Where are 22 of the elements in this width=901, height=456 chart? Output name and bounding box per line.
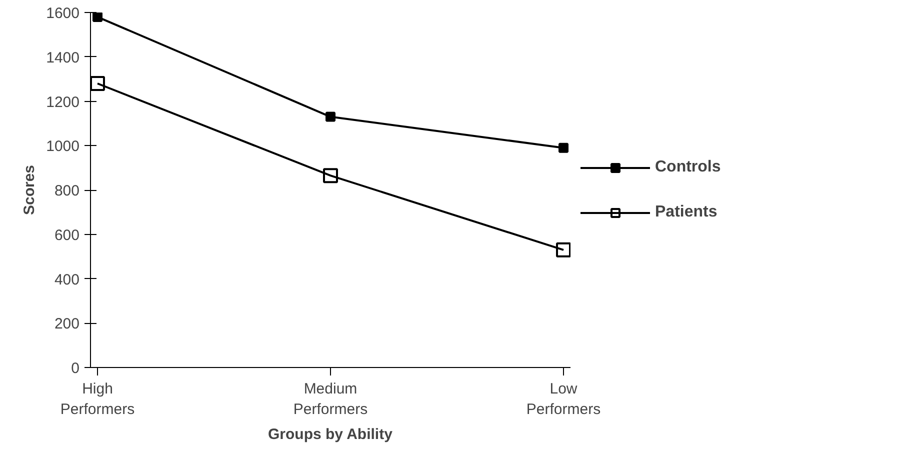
y-tick-label: 1400: [46, 49, 80, 66]
point: [323, 168, 338, 184]
y-axis-title: Scores: [21, 164, 38, 216]
y-tick-label: 0: [71, 360, 80, 377]
legend-label: Patients: [655, 203, 718, 221]
point: [558, 142, 569, 153]
legend-label: Controls: [655, 158, 721, 176]
y-tick-label: 1000: [46, 138, 80, 156]
y-tick-label: 200: [54, 316, 80, 333]
point: [92, 12, 102, 22]
y-tick-label: 400: [54, 271, 80, 288]
point: [326, 112, 336, 122]
y-tick-label: 600: [54, 226, 80, 244]
x-tick-label: High Performers: [60, 380, 135, 418]
x-axis-title: Groups by Ability: [268, 426, 394, 443]
point: [90, 76, 105, 91]
point: [556, 242, 570, 258]
x-tick-label: Low Performers: [526, 380, 601, 418]
x-tick-label: Medium Performers: [293, 380, 368, 418]
y-tick-label: 1600: [46, 5, 80, 22]
y-tick-label: 1200: [46, 94, 80, 111]
y-tick-label: 800: [54, 182, 80, 200]
